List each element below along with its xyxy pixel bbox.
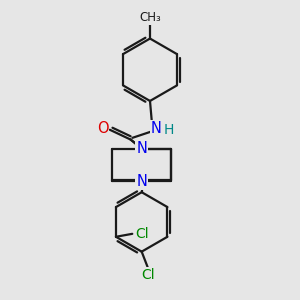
Text: CH₃: CH₃ xyxy=(139,11,161,24)
Text: N: N xyxy=(136,174,147,189)
Text: H: H xyxy=(164,123,174,137)
Text: N: N xyxy=(151,121,162,136)
Text: N: N xyxy=(136,141,147,156)
Text: Cl: Cl xyxy=(135,227,148,241)
Text: O: O xyxy=(97,121,108,136)
Text: Cl: Cl xyxy=(141,268,155,282)
